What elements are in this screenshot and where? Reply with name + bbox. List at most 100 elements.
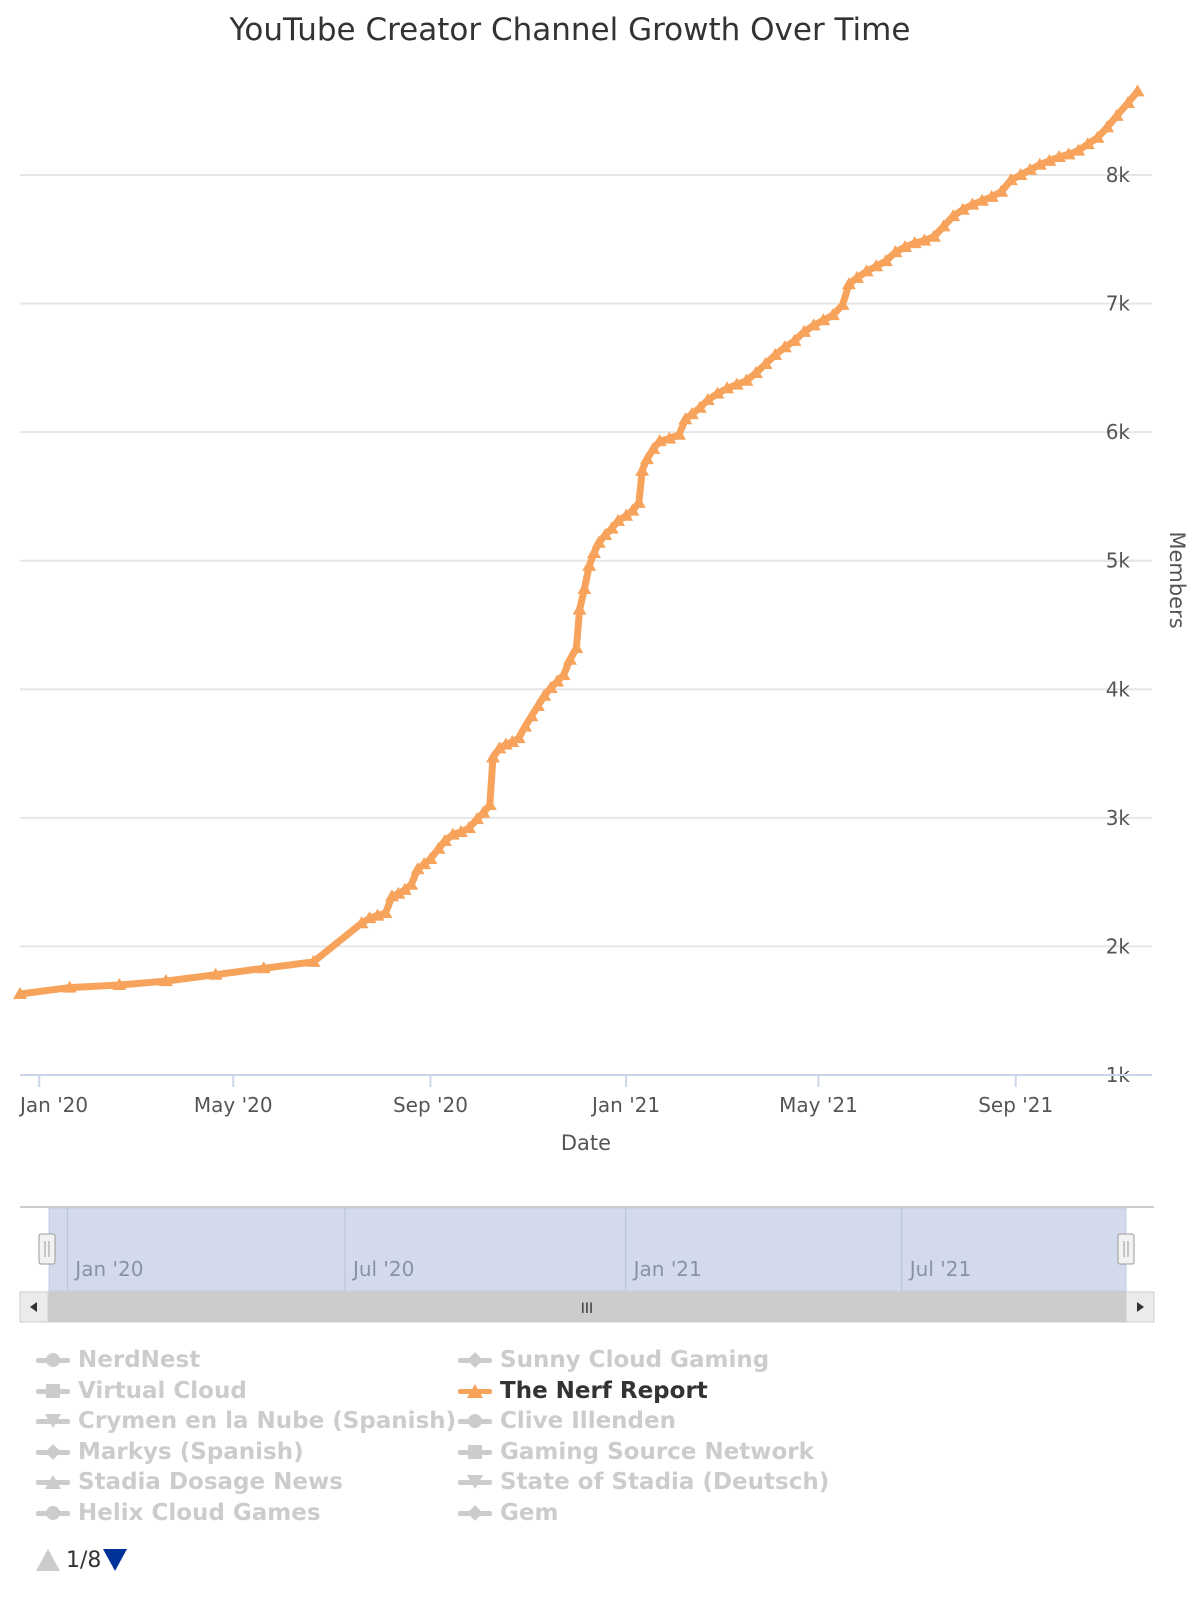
data-point-marker[interactable] [797, 324, 812, 337]
legend-item[interactable]: Gem [458, 1498, 558, 1528]
legend-page-up-icon[interactable] [36, 1549, 60, 1571]
data-point-marker[interactable] [859, 264, 874, 277]
data-point-marker[interactable] [898, 240, 913, 252]
data-point-marker[interactable] [543, 681, 558, 693]
data-point-marker[interactable] [492, 741, 507, 754]
legend-item[interactable]: Clive Illenden [458, 1406, 676, 1436]
data-point-marker[interactable] [635, 463, 650, 476]
data-point-marker[interactable] [569, 641, 584, 654]
data-point-marker[interactable] [1109, 108, 1124, 121]
data-point-marker[interactable] [878, 254, 893, 267]
data-point-marker[interactable] [888, 245, 903, 258]
data-point-marker[interactable] [729, 377, 744, 390]
legend-item[interactable]: Markys (Spanish) [36, 1437, 304, 1467]
legend-item[interactable]: Sunny Cloud Gaming [458, 1345, 769, 1375]
data-point-marker[interactable] [1090, 130, 1105, 143]
data-point-marker[interactable] [562, 652, 577, 665]
data-point-marker[interactable] [936, 219, 951, 232]
data-point-marker[interactable] [1100, 120, 1115, 133]
data-point-marker[interactable] [684, 407, 699, 420]
data-point-marker[interactable] [1120, 96, 1135, 108]
data-point-marker[interactable] [486, 750, 501, 763]
data-point-marker[interactable] [404, 877, 419, 890]
data-point-marker[interactable] [1130, 84, 1145, 97]
data-point-marker[interactable] [700, 393, 715, 405]
data-point-marker[interactable] [591, 535, 606, 548]
data-point-marker[interactable] [1013, 168, 1028, 180]
navigator-right-handle[interactable] [1117, 1233, 1135, 1265]
data-point-marker[interactable] [158, 974, 173, 987]
data-point-marker[interactable] [505, 735, 520, 747]
data-point-marker[interactable] [662, 431, 677, 444]
data-point-marker[interactable] [955, 202, 970, 215]
data-point-marker[interactable] [710, 386, 725, 399]
legend-item[interactable]: Crymen en la Nube (Spanish) [36, 1406, 456, 1436]
data-point-marker[interactable] [511, 731, 526, 744]
data-point-marker[interactable] [671, 427, 686, 440]
navigator-mask[interactable] [48, 1207, 1127, 1292]
data-point-marker[interactable] [917, 233, 932, 246]
data-point-marker[interactable] [1042, 153, 1057, 166]
data-point-marker[interactable] [556, 668, 571, 681]
data-point-marker[interactable] [461, 821, 476, 834]
series-line[interactable] [16, 87, 1142, 998]
data-point-marker[interactable] [587, 546, 602, 558]
data-point-marker[interactable] [994, 184, 1009, 197]
data-point-marker[interactable] [692, 400, 707, 413]
data-point-marker[interactable] [739, 373, 754, 386]
data-point-marker[interactable] [984, 189, 999, 202]
data-point-marker[interactable] [748, 366, 763, 378]
data-point-marker[interactable] [625, 503, 640, 516]
data-point-marker[interactable] [62, 980, 77, 993]
legend-page-down-icon[interactable] [103, 1549, 128, 1571]
scrollbar-thumb[interactable] [48, 1292, 1127, 1322]
scrollbar-left-button[interactable] [19, 1291, 49, 1323]
data-point-marker[interactable] [965, 197, 980, 210]
data-point-marker[interactable] [768, 348, 783, 360]
data-point-marker[interactable] [720, 381, 735, 394]
data-point-marker[interactable] [431, 841, 446, 854]
data-point-marker[interactable] [611, 513, 626, 526]
data-point-marker[interactable] [112, 978, 127, 990]
data-point-marker[interactable] [598, 528, 613, 540]
data-point-marker[interactable] [482, 798, 497, 810]
legend-item[interactable]: Virtual Cloud [36, 1376, 247, 1406]
data-point-marker[interactable] [437, 834, 452, 846]
data-point-marker[interactable] [825, 308, 840, 321]
data-point-marker[interactable] [582, 558, 597, 571]
navigator[interactable]: Jan '20 Jul '20 Jan '21 Jul '21 III [19, 1206, 1155, 1323]
data-point-marker[interactable] [806, 318, 821, 331]
legend-item[interactable]: Gaming Source Network [458, 1437, 814, 1467]
data-point-marker[interactable] [639, 452, 654, 465]
data-point-marker[interactable] [1023, 162, 1038, 175]
data-point-marker[interactable] [550, 674, 565, 687]
data-point-marker[interactable] [849, 270, 864, 283]
scrollbar-right-button[interactable] [1125, 1291, 1155, 1323]
data-point-marker[interactable] [841, 277, 856, 290]
data-point-marker[interactable] [423, 852, 438, 864]
data-point-marker[interactable] [391, 886, 406, 899]
legend-item[interactable]: Stadia Dosage News [36, 1467, 343, 1497]
data-point-marker[interactable] [524, 709, 539, 722]
data-point-marker[interactable] [631, 495, 646, 508]
navigator-left-handle[interactable] [38, 1233, 56, 1265]
data-point-marker[interactable] [646, 441, 661, 454]
data-point-marker[interactable] [354, 916, 369, 929]
data-point-marker[interactable] [208, 967, 223, 980]
data-point-marker[interactable] [777, 340, 792, 353]
legend-item[interactable]: The Nerf Report [458, 1376, 708, 1406]
data-point-marker[interactable] [256, 961, 271, 974]
data-point-marker[interactable] [1032, 157, 1047, 170]
legend-item[interactable]: NerdNest [36, 1345, 200, 1375]
data-point-marker[interactable] [469, 812, 484, 825]
data-point-marker[interactable] [13, 987, 27, 999]
data-point-marker[interactable] [476, 805, 491, 818]
data-point-marker[interactable] [572, 602, 587, 615]
data-point-marker[interactable] [787, 333, 802, 346]
data-point-marker[interactable] [1003, 173, 1018, 186]
data-point-marker[interactable] [926, 229, 941, 242]
legend-item[interactable]: State of Stadia (Deutsch) [458, 1467, 829, 1497]
data-point-marker[interactable] [869, 259, 884, 272]
data-point-marker[interactable] [530, 699, 545, 711]
data-point-marker[interactable] [1071, 143, 1086, 156]
